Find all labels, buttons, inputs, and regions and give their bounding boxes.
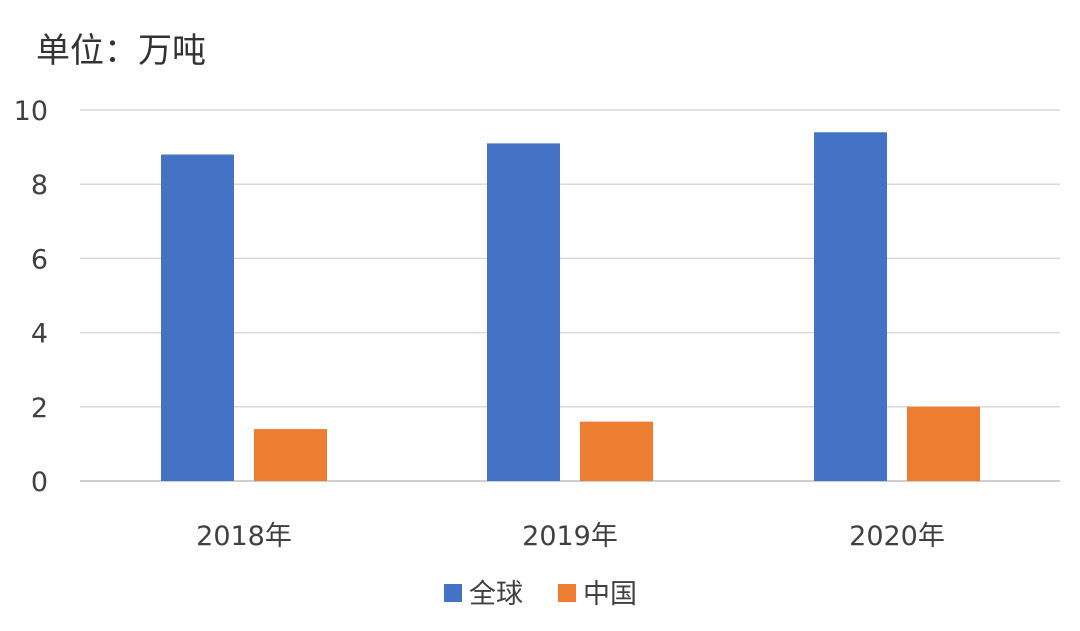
x-tick-label-2020年: 2020年	[849, 521, 945, 552]
bar-中国-2020年	[907, 406, 980, 481]
y-tick-label-8: 8	[31, 170, 48, 201]
y-tick-label-2: 2	[31, 393, 48, 424]
x-tick-label-2018年: 2018年	[196, 521, 292, 552]
y-axis-ticks: 0 2 4 6 8 10	[14, 96, 48, 498]
unit-label: 单位：万吨	[36, 31, 206, 71]
legend: 全球 中国	[444, 579, 637, 610]
legend-swatch-中国	[558, 584, 576, 602]
legend-label-全球: 全球	[469, 579, 523, 610]
bar-全球-2019年	[487, 143, 560, 481]
bars	[161, 132, 980, 481]
bar-中国-2019年	[580, 421, 653, 481]
bar-全球-2020年	[814, 132, 887, 481]
bar-中国-2018年	[254, 429, 327, 481]
y-tick-label-0: 0	[31, 467, 48, 498]
y-tick-label-6: 6	[31, 244, 48, 275]
bar-全球-2018年	[161, 154, 234, 481]
x-tick-label-2019年: 2019年	[522, 521, 618, 552]
legend-swatch-全球	[444, 584, 462, 602]
legend-label-中国: 中国	[583, 579, 637, 610]
x-axis-labels: 2018年 2019年 2020年	[196, 521, 945, 552]
gridlines	[80, 109, 1060, 482]
y-tick-label-10: 10	[14, 96, 48, 127]
y-tick-label-4: 4	[31, 319, 48, 350]
